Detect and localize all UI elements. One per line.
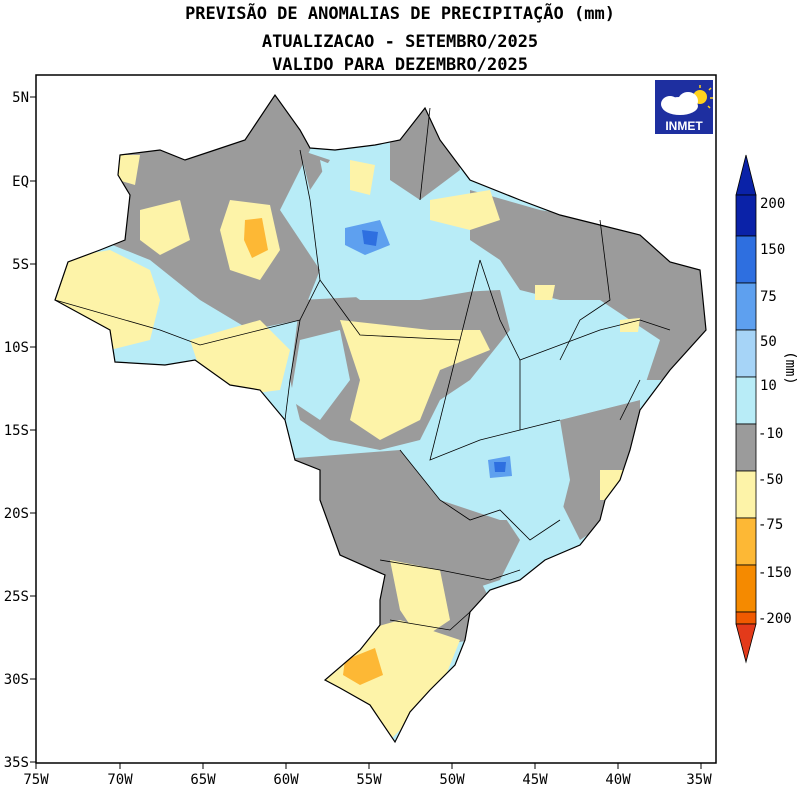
lon-label-70w: 70W — [107, 772, 133, 788]
dry-strong-region-amazonas — [244, 218, 268, 258]
lon-label-55w: 55W — [356, 772, 382, 788]
lon-label-60w: 60W — [273, 772, 299, 788]
colorbar-label-minus50: -50 — [758, 472, 783, 488]
lon-label-65w: 65W — [190, 772, 216, 788]
lat-label-5n: 5N — [12, 90, 29, 106]
dry-region-parana — [390, 560, 450, 640]
colorbar-bin-10 — [735, 376, 757, 425]
dry-strong-region-south — [343, 648, 383, 685]
neutral-region — [300, 150, 330, 190]
dry-region-pernambuco — [620, 318, 640, 332]
lon-label-40w: 40W — [605, 772, 631, 788]
dry-region-north-tip — [118, 155, 140, 185]
latitude-axis: 5N EQ 5S 10S 15S 20S 25S 30S 35S — [4, 90, 36, 771]
dry-region-maranhao — [535, 285, 555, 300]
colorbar-bin-75 — [735, 282, 757, 331]
colorbar-bin-minus150 — [735, 611, 757, 625]
colorbar-top-arrow — [735, 154, 757, 196]
inmet-logo: INMET — [655, 80, 713, 134]
colorbar-label-200: 200 — [760, 196, 785, 212]
dry-region-amazonas — [140, 200, 190, 255]
dry-region-mato-grosso — [340, 320, 490, 440]
state-boundaries — [54, 107, 671, 631]
lat-label-20s: 20S — [4, 506, 29, 522]
colorbar-label-minus75: -75 — [758, 517, 783, 533]
colorbar-bin-minus75 — [735, 564, 757, 613]
wet-strong-region-goias — [494, 462, 506, 472]
dry-region-roraima — [350, 160, 375, 195]
colorbar-bin-50 — [735, 329, 757, 378]
colorbar-unit-label: (mm) — [782, 351, 798, 385]
lat-label-5s: 5S — [12, 257, 29, 273]
wet-region-west — [290, 330, 350, 420]
map-title-line1: PREVISÃO DE ANOMALIAS DE PRECIPITAÇÃO (m… — [185, 4, 615, 24]
lon-label-45w: 45W — [522, 772, 548, 788]
map-title-line2: ATUALIZACAO - SETEMBRO/2025 — [261, 32, 539, 52]
colorbar-label-50: 50 — [760, 334, 777, 350]
colorbar-label-minus150: -150 — [758, 565, 792, 581]
colorbar-bin-neutral — [735, 423, 757, 472]
colorbar-label-10: 10 — [760, 378, 777, 394]
colorbar-label-minus10: -10 — [758, 426, 783, 442]
colorbar-bin-150 — [735, 235, 757, 284]
colorbar-bottom-arrow — [735, 623, 757, 664]
lon-label-35w: 35W — [686, 772, 712, 788]
logo-text: INMET — [665, 119, 703, 133]
wet-region-para — [320, 160, 480, 300]
colorbar-bin-minus50 — [735, 517, 757, 566]
lon-label-50w: 50W — [439, 772, 465, 788]
lat-label-35s: 35S — [4, 755, 29, 771]
colorbar: 200 150 75 50 10 -10 -50 -75 -150 -200 (… — [735, 154, 798, 664]
colorbar-label-150: 150 — [760, 242, 785, 258]
dry-region-para-coast — [430, 190, 500, 230]
sun-rays-icon — [699, 85, 713, 109]
lat-label-10s: 10S — [4, 340, 29, 356]
lat-label-30s: 30S — [4, 672, 29, 688]
dry-region-acre — [55, 250, 160, 350]
colorbar-bin-200 — [735, 194, 757, 237]
lat-label-25s: 25S — [4, 589, 29, 605]
lon-label-75w: 75W — [23, 772, 49, 788]
lat-label-eq: EQ — [12, 174, 29, 190]
longitude-axis: 75W 70W 65W 60W 55W 50W 45W 40W 35W — [23, 763, 712, 788]
colorbar-label-minus200: -200 — [758, 611, 792, 627]
map-title-line3: VALIDO PARA DEZEMBRO/2025 — [272, 55, 528, 75]
colorbar-bin-minus10 — [735, 470, 757, 519]
lat-label-15s: 15S — [4, 423, 29, 439]
colorbar-label-75: 75 — [760, 289, 777, 305]
wet-strong-region-para — [362, 230, 378, 246]
